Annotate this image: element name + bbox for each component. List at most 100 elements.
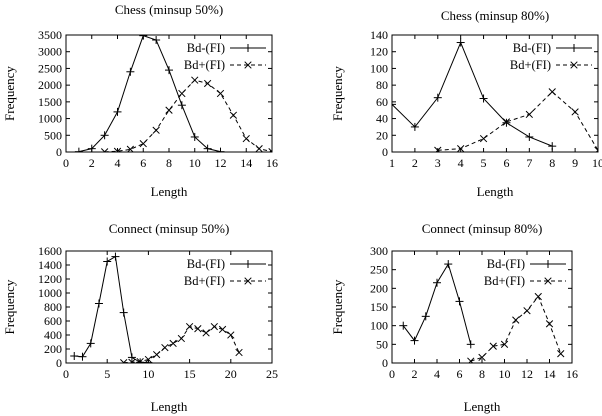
y-tick-label: 100 [370,319,388,333]
x-tick-label: 6 [140,156,146,170]
data-point [100,148,109,152]
legend-label: Bd-(FI) [513,41,551,55]
y-tick-label: 1400 [38,258,62,272]
x-tick-label: 25 [266,367,278,381]
series-line [123,326,240,363]
y-axis-label: Frequency [2,66,17,121]
data-point [194,325,202,333]
data-point [169,339,177,348]
y-tick-label: 80 [376,78,388,92]
data-point [152,36,161,45]
x-tick-label: 2 [412,367,418,381]
data-point [202,329,210,337]
x-tick-label: 4 [434,367,440,381]
legend-label: Bd-(FI) [187,257,225,271]
legend-marker [570,44,578,52]
data-point [120,358,128,363]
x-tick-label: 20 [225,367,237,381]
series-line [104,79,272,152]
y-tick-label: 1000 [38,112,62,126]
data-point [113,147,122,152]
data-point [534,292,542,301]
plot-frame [391,250,573,364]
chart-title: Connect (minsup 80%) [422,221,543,236]
data-point [512,316,520,324]
x-tick-label: 10 [592,156,602,170]
data-point [467,357,475,363]
x-tick-label: 10 [189,156,201,170]
x-tick-label: 8 [166,156,172,170]
data-point [466,340,475,349]
x-axis-label: Length [477,184,514,199]
series-line [402,262,472,345]
legend: Bd-(FI) Bd+(FI) [184,41,266,72]
x-tick-label: 9 [572,156,578,170]
y-tick-label: 600 [44,314,62,328]
data-point [434,146,442,152]
series-bd-minus [392,38,557,151]
data-point [126,67,135,76]
data-point [557,350,565,358]
data-point [545,320,554,328]
data-point [399,321,408,330]
x-tick-label: 0 [63,156,69,170]
data-point [478,353,486,362]
x-axis-label: Length [151,184,188,199]
data-point [190,132,199,141]
y-tick-label: 100 [370,61,388,75]
x-tick-label: 8 [549,156,555,170]
data-point [548,142,557,151]
legend-label: Bd-(FI) [187,41,225,55]
data-point [433,93,442,102]
x-tick-label: 14 [240,156,252,170]
series-bd-minus [74,35,225,152]
y-tick-label: 1500 [38,95,62,109]
x-tick-label: 4 [458,156,464,170]
data-point [113,107,122,116]
data-point [191,76,199,84]
data-point [502,118,511,127]
chart-panel-1: Chess (minsup 50%)0 2 4 6 8 10 12 14 16050010001… [2,2,278,199]
x-tick-label: 2 [412,156,418,170]
x-tick-label: 4 [115,156,121,170]
x-tick-label: 5 [104,367,110,381]
data-point [139,35,148,40]
series-line [74,255,149,363]
data-point [523,307,531,315]
y-tick-label: 0 [382,356,388,370]
data-point [255,145,263,152]
y-axis-label: Frequency [2,279,17,334]
y-tick-label: 150 [370,300,388,314]
data-point [152,350,161,359]
legend-label: Bd-(FI) [487,257,525,271]
y-tick-label: 60 [376,95,388,109]
data-point [87,144,96,152]
data-point [86,339,95,348]
y-tick-label: 2000 [38,78,62,92]
data-point [111,252,120,261]
series-line [437,91,598,151]
x-tick-label: 10 [142,367,154,381]
data-point [103,257,112,266]
data-point [457,145,465,152]
data-point [203,79,212,88]
legend-marker [244,61,252,69]
plot-area [74,35,272,152]
data-point [152,126,160,134]
data-point [70,352,79,360]
plot-frame [65,250,273,364]
y-axis-label: Frequency [330,66,345,121]
data-point [100,131,109,140]
data-point [489,342,497,350]
series-bd-minus [399,260,475,349]
data-point [216,89,225,98]
y-tick-label: 200 [370,281,388,295]
data-point [185,322,194,331]
chart-panel-3: Connect (minsup 50%) 0 5 10 15 20 25 0200400600… [2,221,278,414]
legend-marker [244,260,252,268]
x-tick-label: 12 [521,367,533,381]
data-point [410,336,419,345]
data-point [203,144,212,152]
x-tick-label: 14 [544,367,556,381]
series-line [470,295,562,362]
